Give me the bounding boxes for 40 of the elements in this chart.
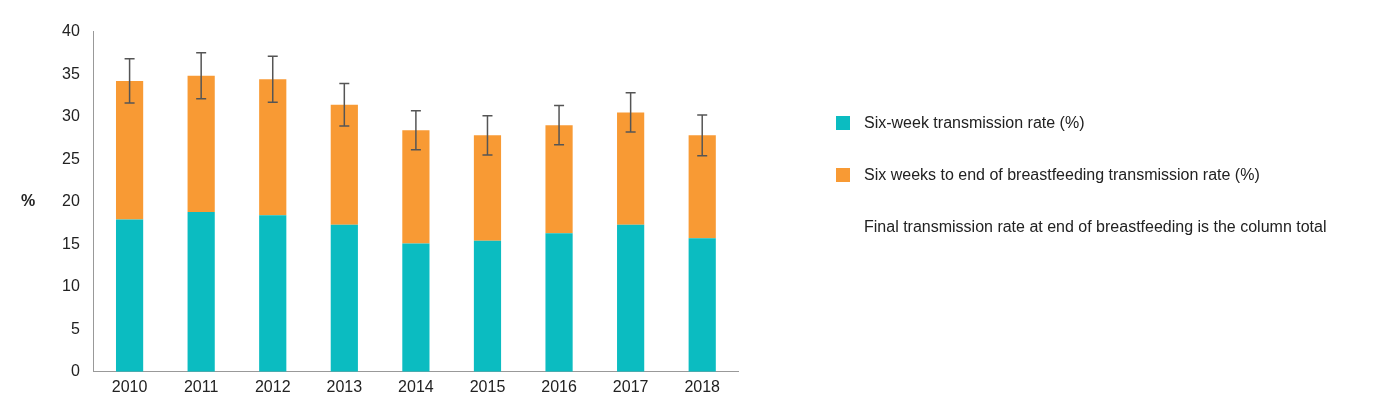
bar bbox=[187, 211, 215, 372]
x-tick-label: 2010 bbox=[111, 377, 148, 395]
x-tick-label: 2015 bbox=[469, 377, 506, 395]
y-tick-label: 25 bbox=[62, 149, 80, 167]
text: Final transmission rate at end of breastfeeding is the column total bbox=[863, 218, 1327, 236]
bar bbox=[115, 80, 144, 220]
bar bbox=[259, 215, 287, 372]
bar bbox=[187, 75, 215, 212]
x-tick-label: 2018 bbox=[684, 377, 721, 395]
bar bbox=[330, 104, 358, 225]
y-tick-label: 40 bbox=[62, 22, 80, 40]
x-tick-label: 2016 bbox=[541, 377, 577, 395]
bar bbox=[473, 135, 502, 241]
bar bbox=[617, 112, 645, 225]
bar bbox=[402, 243, 430, 372]
legend-label: Six-week transmission rate (%) bbox=[864, 114, 1085, 132]
x-tick-label: 2011 bbox=[183, 377, 219, 395]
y-tick-label: 35 bbox=[62, 64, 80, 82]
y-tick-label: 0 bbox=[70, 362, 80, 380]
x-tick-label: 2014 bbox=[398, 377, 434, 395]
legend-label: Six weeks to end of breastfeeding transmission rate (%) bbox=[864, 166, 1260, 184]
bar bbox=[688, 135, 716, 239]
bar bbox=[617, 224, 645, 372]
y-tick-label: 20 bbox=[62, 192, 80, 210]
bar bbox=[402, 130, 430, 244]
y-tick-label: 10 bbox=[62, 277, 80, 295]
x-tick-label: 2012 bbox=[254, 377, 291, 395]
bar bbox=[688, 238, 716, 372]
y-axis-title: % bbox=[20, 192, 36, 210]
y-tick-label: 30 bbox=[62, 107, 80, 125]
y-tick-label: 15 bbox=[62, 234, 80, 252]
bar bbox=[330, 224, 358, 372]
y-tick-label: 5 bbox=[70, 319, 80, 337]
bar bbox=[473, 240, 502, 372]
bar bbox=[545, 233, 573, 372]
bar bbox=[259, 79, 287, 216]
bar bbox=[115, 219, 144, 372]
x-tick-label: 2013 bbox=[326, 377, 363, 395]
bar bbox=[545, 125, 573, 234]
x-tick-label: 2017 bbox=[612, 377, 649, 395]
